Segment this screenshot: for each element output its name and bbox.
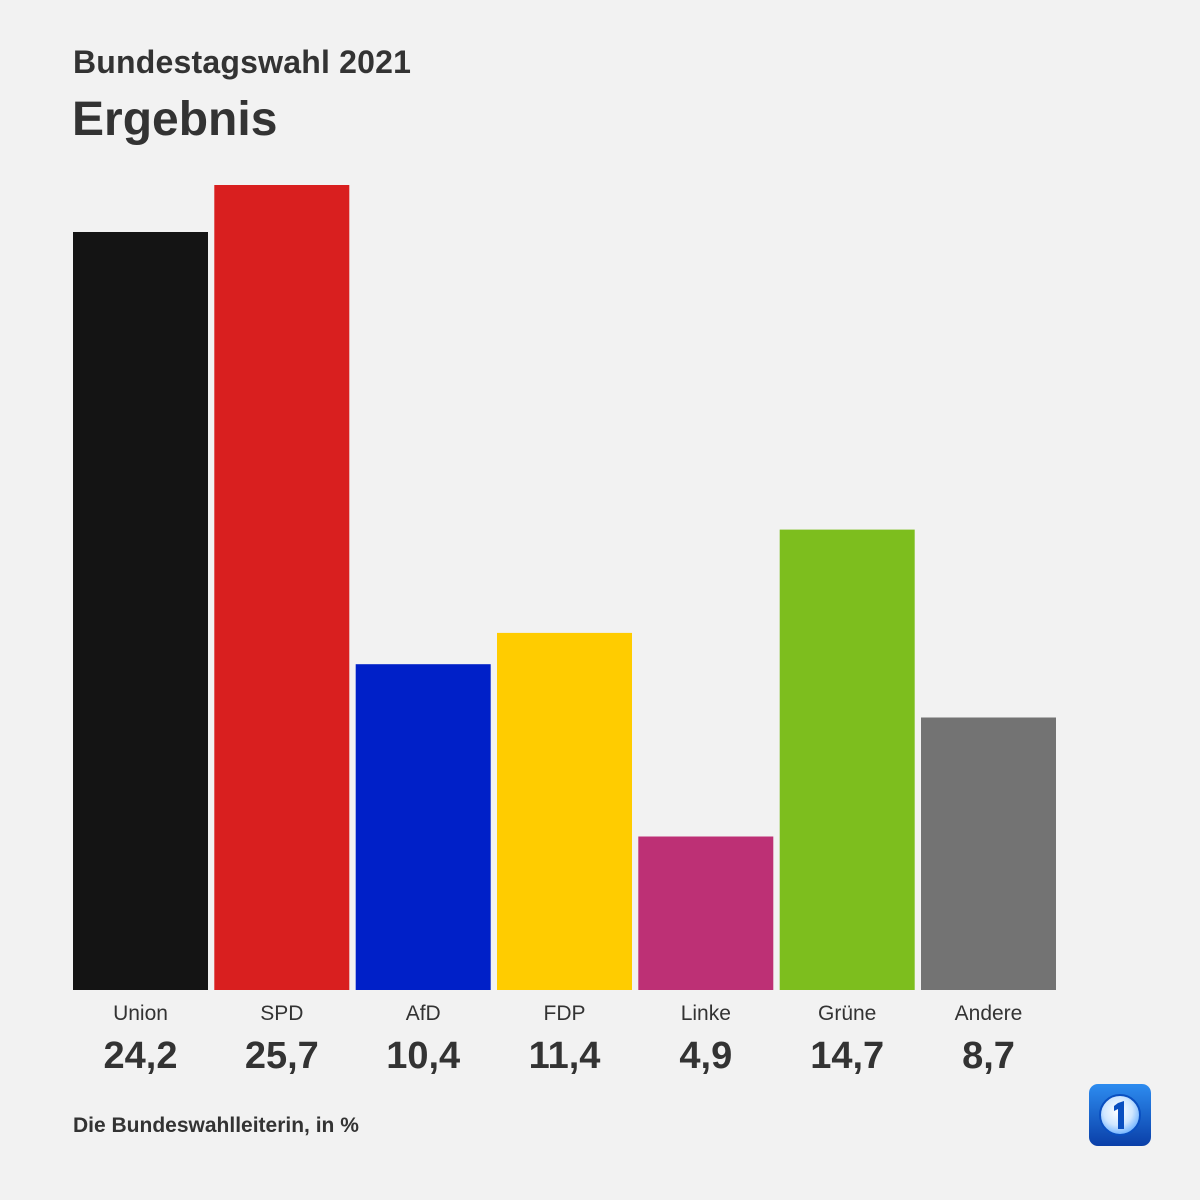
category-label: FDP [544, 1002, 586, 1025]
value-label: 11,4 [529, 1035, 601, 1077]
bar-spd [214, 185, 350, 990]
bar-grüne [779, 529, 915, 990]
value-label: 14,7 [810, 1035, 884, 1077]
value-label: 8,7 [962, 1035, 1015, 1077]
chart-title: Ergebnis [72, 93, 278, 146]
category-label: Grüne [818, 1002, 876, 1025]
bar-linke [638, 836, 774, 990]
value-label: 25,7 [245, 1035, 319, 1077]
category-label: Union [113, 1002, 168, 1025]
category-label: SPD [260, 1002, 303, 1025]
source-note: Die Bundeswahlleiterin, in % [73, 1114, 359, 1137]
chart-subtitle: Bundestagswahl 2021 [73, 44, 412, 80]
bar-fdp [497, 632, 632, 990]
value-label: 10,4 [386, 1035, 460, 1077]
bar-union [73, 232, 208, 990]
value-label: 4,9 [679, 1035, 732, 1077]
value-label: 24,2 [104, 1035, 178, 1077]
bar-andere [921, 717, 1056, 990]
category-label: Linke [681, 1002, 731, 1025]
category-label: AfD [406, 1002, 441, 1025]
category-label: Andere [955, 1002, 1023, 1025]
tagesschau-logo-icon [1089, 1084, 1151, 1146]
bar-afd [355, 664, 491, 990]
